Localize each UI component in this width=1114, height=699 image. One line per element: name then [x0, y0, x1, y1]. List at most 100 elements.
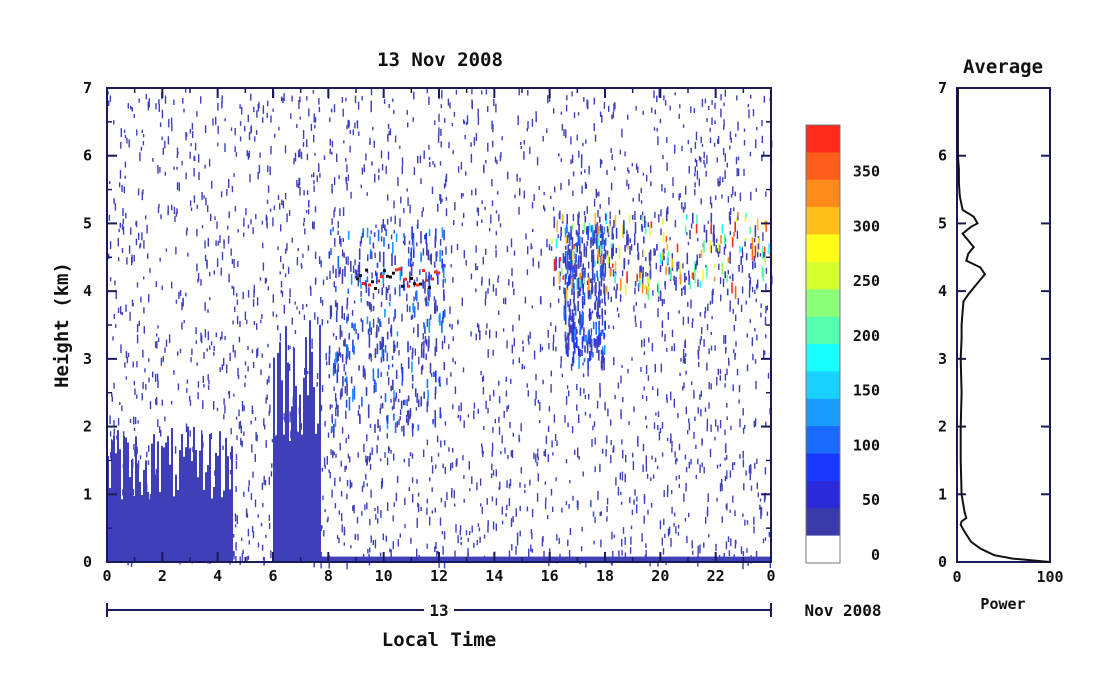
noise-speckle	[290, 413, 292, 417]
noise-speckle	[370, 230, 372, 235]
cloud-echo-streak	[328, 345, 331, 355]
noise-speckle	[236, 299, 239, 305]
noise-speckle	[558, 153, 560, 157]
cloud-echo-streak	[713, 224, 715, 238]
noise-speckle	[203, 352, 205, 359]
noise-speckle	[754, 418, 757, 427]
noise-speckle	[288, 364, 291, 371]
cloud-echo-streak	[414, 388, 417, 397]
cloud-echo-streak	[333, 424, 335, 438]
noise-speckle	[125, 304, 127, 312]
noise-speckle	[763, 95, 765, 103]
cloud-echo-streak	[590, 338, 593, 353]
noise-speckle	[646, 473, 649, 479]
noise-speckle	[601, 159, 603, 165]
noise-speckle	[314, 152, 316, 156]
noise-speckle	[544, 449, 547, 457]
noise-speckle	[537, 473, 539, 482]
noise-speckle	[759, 498, 762, 502]
noise-speckle	[408, 240, 411, 245]
noise-speckle	[476, 220, 478, 227]
noise-speckle	[744, 425, 746, 429]
noise-speckle	[230, 127, 233, 131]
cloud-echo-streak	[671, 258, 673, 268]
noise-speckle	[566, 385, 569, 389]
noise-speckle	[298, 177, 301, 185]
noise-speckle	[604, 401, 606, 411]
noise-speckle	[346, 493, 348, 500]
noise-speckle	[647, 375, 650, 381]
cloud-echo-streak	[577, 290, 579, 299]
noise-speckle	[463, 120, 465, 125]
cloud-echo-streak	[568, 233, 571, 246]
cloud-echo-streak	[601, 308, 603, 318]
noise-speckle	[477, 117, 480, 125]
noise-speckle	[365, 455, 367, 463]
noise-speckle	[196, 263, 198, 272]
heatmap-area	[107, 88, 773, 570]
cloud-echo-streak	[438, 376, 441, 386]
noise-speckle	[194, 142, 197, 151]
noise-speckle	[721, 478, 723, 487]
cloud-echo-streak	[592, 249, 595, 258]
cloud-echo-streak	[564, 314, 567, 325]
noise-speckle	[685, 186, 687, 195]
noise-speckle	[510, 238, 513, 248]
cloud-echo-streak	[441, 250, 444, 256]
noise-speckle	[687, 241, 690, 246]
noise-speckle	[755, 298, 757, 303]
cloud-echo-streak	[567, 275, 570, 286]
noise-speckle	[556, 534, 558, 541]
cloud-echo-streak	[564, 256, 567, 263]
noise-speckle	[142, 141, 145, 146]
noise-speckle	[699, 339, 701, 345]
cloud-echo-streak	[443, 229, 445, 241]
cloud-echo-streak	[376, 262, 379, 268]
noise-speckle	[511, 268, 513, 277]
noise-speckle	[664, 281, 666, 286]
noise-speckle	[422, 248, 425, 256]
noise-speckle	[345, 158, 347, 162]
noise-speckle	[269, 208, 272, 212]
noise-speckle	[622, 527, 625, 534]
cloud-echo-streak	[395, 233, 398, 242]
cloud-echo-streak	[581, 322, 584, 328]
cloud-echo-streak	[379, 251, 381, 263]
noise-speckle	[261, 314, 263, 319]
noise-speckle	[618, 209, 621, 215]
cloud-echo-streak	[564, 250, 567, 258]
noise-speckle	[741, 265, 744, 273]
noise-speckle	[258, 101, 260, 109]
noise-speckle	[673, 522, 675, 527]
noise-speckle	[531, 509, 534, 518]
noise-speckle	[586, 99, 588, 108]
cloud-echo-streak	[726, 288, 729, 296]
noise-speckle	[296, 257, 299, 266]
noise-speckle	[136, 361, 138, 368]
noise-speckle	[113, 314, 115, 319]
noise-speckle	[133, 416, 135, 425]
cloud-echo-streak	[623, 220, 625, 235]
noise-speckle	[583, 97, 585, 102]
noise-speckle	[706, 118, 708, 122]
low-echo-column	[225, 437, 227, 562]
noise-speckle	[648, 337, 650, 343]
noise-speckle	[633, 406, 635, 413]
noise-speckle	[614, 102, 616, 110]
noise-speckle	[530, 529, 533, 534]
noise-speckle	[443, 560, 446, 569]
noise-speckle	[230, 451, 232, 460]
noise-speckle	[345, 438, 347, 444]
noise-speckle	[725, 541, 728, 550]
noise-speckle	[645, 365, 648, 374]
noise-speckle	[372, 126, 374, 131]
noise-speckle	[506, 406, 508, 412]
cloud-echo-streak	[598, 234, 600, 246]
noise-speckle	[267, 343, 269, 348]
noise-speckle	[370, 100, 372, 109]
low-echo-column	[193, 427, 195, 562]
noise-speckle	[550, 195, 552, 199]
cloud-echo-streak	[731, 273, 734, 282]
cloud-echo-streak	[359, 414, 361, 425]
noise-speckle	[584, 169, 586, 173]
